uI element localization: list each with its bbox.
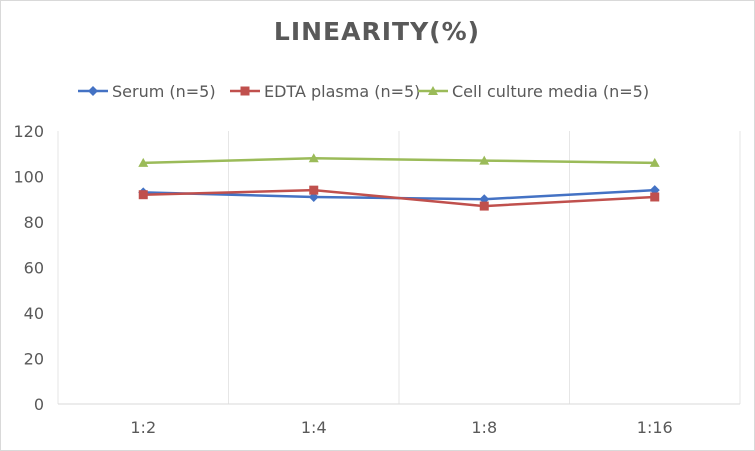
x-tick-label: 1:4 [301,418,327,437]
x-tick-label: 1:8 [471,418,497,437]
y-tick-label: 100 [13,168,44,187]
data-point [649,157,660,167]
x-tick-label: 1:16 [637,418,673,437]
legend-item: Serum (n=5) [78,82,216,101]
y-tick-label: 40 [24,304,44,323]
x-tick-label: 1:2 [130,418,156,437]
legend-label: EDTA plasma (n=5) [264,82,420,101]
legend-label: Serum (n=5) [112,82,216,101]
y-tick-label: 0 [34,395,44,414]
data-point [240,86,250,96]
chart-title: LINEARITY(%) [274,17,480,46]
data-point [650,192,660,202]
y-tick-label: 20 [24,350,44,369]
grid [57,131,741,405]
legend: Serum (n=5) EDTA plasma (n=5) Cell culture… [78,82,649,101]
data-point [428,86,438,95]
data-point [138,190,148,200]
data-point [138,157,149,167]
y-axis: 0 20 40 60 80 100 120 [13,122,44,414]
data-point [308,153,319,163]
series-group [138,153,660,211]
y-tick-label: 120 [13,122,44,141]
legend-item: EDTA plasma (n=5) [230,82,420,101]
y-tick-label: 80 [24,213,44,232]
legend-label: Cell culture media (n=5) [452,82,649,101]
legend-item: Cell culture media (n=5) [418,82,649,101]
data-point [309,185,319,195]
y-tick-label: 60 [24,259,44,278]
series-line [143,157,655,165]
series-cell [138,153,660,167]
x-axis: 1:2 1:4 1:8 1:16 [130,418,672,437]
data-point [88,86,98,96]
series-line [143,188,655,208]
series-edta [138,185,660,211]
data-point [479,201,489,211]
data-point [479,155,490,165]
